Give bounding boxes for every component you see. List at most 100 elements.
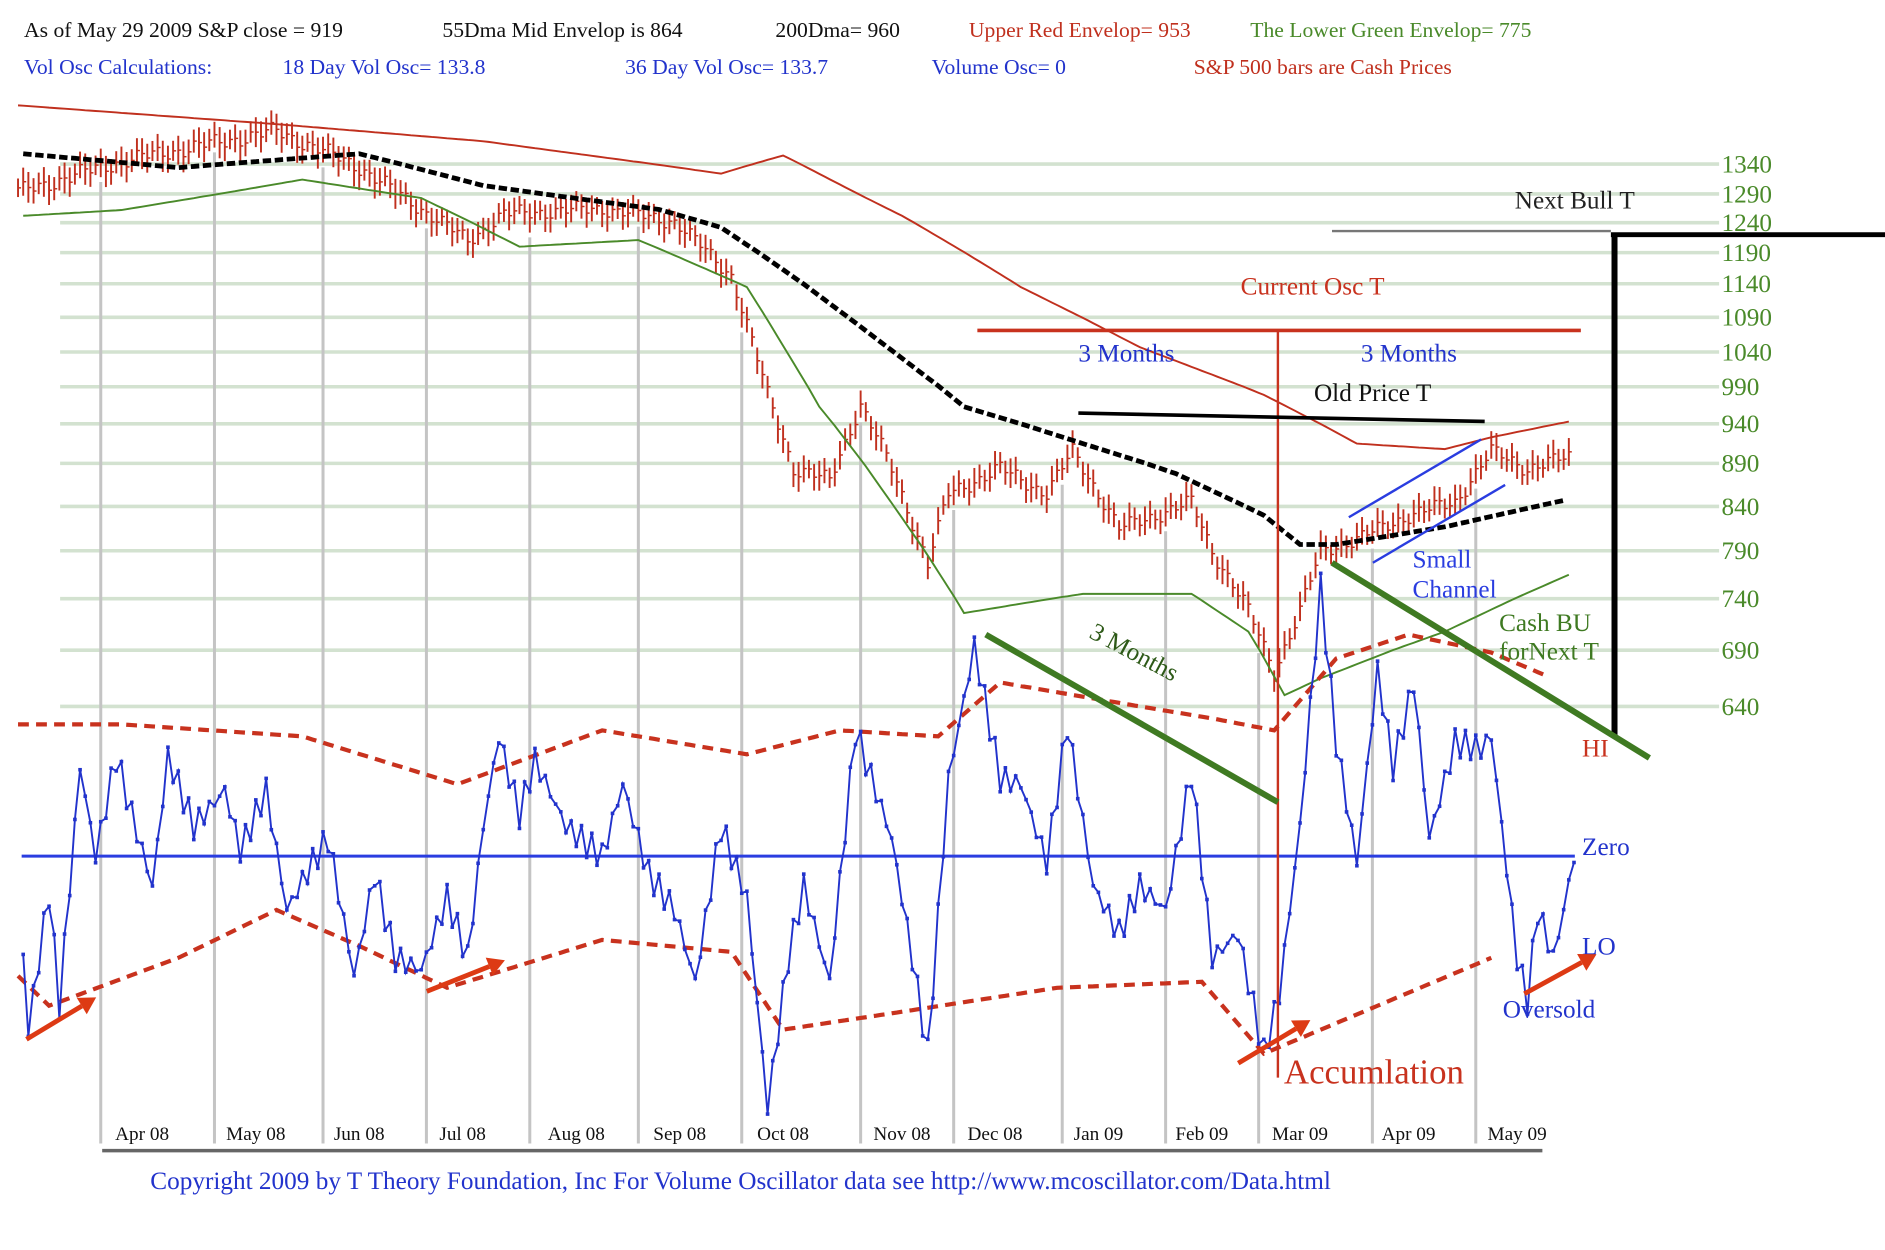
oscillator-point	[1349, 823, 1354, 828]
oscillator-point	[1200, 876, 1204, 881]
oscillator-point	[1251, 990, 1256, 995]
header-item: As of May 29 2009 S&P close = 919	[24, 18, 343, 42]
oscillator-point	[1572, 860, 1576, 865]
oscillator-point	[1468, 757, 1473, 762]
oscillator-point	[1194, 802, 1199, 807]
oscillator-point	[238, 860, 243, 864]
old-price-t-line	[1078, 411, 1485, 424]
header-item: 55Dma Mid Envelop is 864	[442, 18, 682, 42]
red-arrow-icon	[1523, 953, 1597, 996]
oscillator-point	[905, 916, 909, 921]
oscillator-point	[853, 742, 858, 747]
oscillator-point	[703, 908, 708, 912]
oscillator-point	[1184, 784, 1189, 789]
oscillator-point	[166, 745, 170, 749]
small-channel-label-2: Channel	[1413, 577, 1497, 604]
oscillator-point	[228, 815, 232, 819]
oscillator-point	[1220, 950, 1225, 954]
oscillator-point	[388, 920, 393, 925]
oscillator-point	[895, 862, 899, 867]
price-tick-label: 1140	[1722, 271, 1772, 298]
header-item: Vol Osc Calculations:	[24, 55, 212, 79]
arrow-head	[1577, 953, 1597, 971]
oscillator-point	[832, 936, 837, 940]
oscillator-point	[1034, 835, 1039, 840]
oscillator-point	[1437, 804, 1442, 809]
oscillator-point	[972, 635, 977, 639]
oscillator-point	[321, 830, 325, 834]
oversold-label: Oversold	[1503, 997, 1596, 1024]
oscillator-point	[52, 932, 57, 937]
oscillator-point	[47, 904, 51, 909]
oscillator-point	[202, 821, 206, 826]
oscillator-point	[863, 772, 868, 777]
channel-upper-line	[1348, 438, 1482, 519]
oscillator-point	[786, 970, 791, 974]
oscillator-point	[341, 912, 346, 916]
oscillator-point	[765, 1112, 770, 1116]
oscillator-point	[1205, 897, 1209, 902]
oscillator-point	[264, 776, 268, 781]
month-label: Aug 08	[548, 1124, 605, 1145]
oscillator-point	[729, 866, 734, 871]
oscillator-point	[285, 908, 289, 912]
price-tick-label: 740	[1722, 586, 1760, 613]
oscillator-point	[1334, 754, 1339, 758]
oscillator-point	[476, 861, 480, 866]
oscillator-point	[1174, 843, 1178, 848]
oscillator-point	[920, 1034, 925, 1038]
oscillator-point	[982, 684, 987, 688]
green-trendline-right	[1330, 560, 1651, 761]
oscillator-point	[88, 820, 93, 825]
oscillator-point	[1008, 789, 1013, 793]
oscillator-point	[67, 893, 72, 898]
oscillator-point	[1024, 797, 1028, 802]
oscillator-point	[62, 932, 67, 936]
oscillator-point	[579, 823, 584, 828]
oscillator-point	[274, 841, 279, 846]
oscillator-point	[145, 869, 150, 874]
oscillator-point	[988, 738, 992, 742]
oscillator-point	[295, 895, 299, 900]
header-item: S&P 500 bars are Cash Prices	[1194, 55, 1452, 79]
oscillator-point	[1179, 837, 1183, 841]
oscillator-point	[104, 816, 108, 821]
oscillator-point	[1308, 695, 1313, 699]
oscillator-point	[1504, 873, 1509, 878]
oscillator-point	[1132, 909, 1137, 914]
oscillator-point	[957, 723, 961, 728]
oscillator-point	[1391, 778, 1395, 783]
lower-green-envelope	[23, 178, 1570, 697]
oscillator-point	[73, 817, 77, 822]
oscillator-point	[564, 830, 568, 835]
oscillator-point	[615, 803, 620, 808]
red-arrow-icon	[425, 957, 505, 994]
oscillator-point	[1463, 728, 1468, 733]
oscillator-point	[1055, 805, 1059, 810]
oscillator-point	[724, 824, 729, 829]
oscillator-point	[745, 889, 749, 893]
oscillator-point	[1484, 733, 1488, 738]
header-item: Volume Osc= 0	[932, 55, 1066, 79]
for-next-t-label: forNext T	[1499, 639, 1599, 666]
oscillator-point	[595, 863, 599, 868]
oscillator-point	[672, 917, 677, 922]
oscillator-point	[1236, 938, 1240, 943]
red-arrows	[25, 953, 1597, 1066]
oscillator-point	[1417, 725, 1421, 730]
hi-label: HI	[1582, 736, 1609, 763]
oscillator-point	[372, 884, 377, 888]
month-gridlines	[99, 152, 1478, 1144]
oscillator-point	[1277, 1001, 1282, 1006]
oscillator-point	[1112, 934, 1116, 938]
oscillator-point	[36, 970, 41, 975]
oscillator-point	[1215, 944, 1220, 948]
month-label: Jul 08	[439, 1124, 485, 1145]
oscillator-point	[1272, 999, 1276, 1004]
oscillator-point	[915, 974, 920, 979]
oscillator-point	[1510, 902, 1514, 907]
oscillator-point	[522, 780, 527, 784]
month-label: Nov 08	[873, 1124, 930, 1145]
price-tick-label: 1040	[1722, 339, 1772, 366]
